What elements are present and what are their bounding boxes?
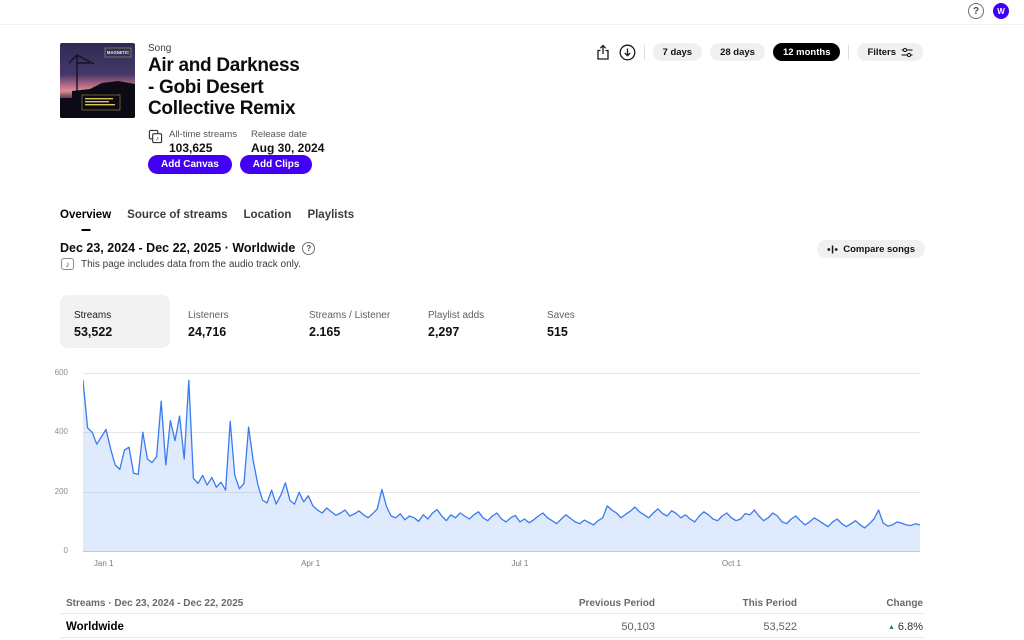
gridline-200 <box>83 491 920 493</box>
stat-label: Listeners <box>188 310 229 321</box>
compare-icon <box>827 245 838 253</box>
table-header-streams-period: Streams · Dec 23, 2024 - Dec 22, 2025 <box>66 598 244 609</box>
range-pill-28days[interactable]: 28 days <box>710 43 765 61</box>
range-pill-12months[interactable]: 12 months <box>772 43 841 61</box>
stat-card-saves[interactable]: Saves 515 <box>533 295 643 348</box>
stat-label: Saves <box>547 310 575 321</box>
chart-x-axis-labels: Jan 1 Apr 1 Jul 1 Oct 1 <box>83 559 920 571</box>
change-up-icon: ▲ <box>887 623 895 631</box>
stat-label: Streams / Listener <box>309 310 391 321</box>
x-tick-label: Jan 1 <box>93 559 114 568</box>
song-title: Air and Darkness - Gobi Desert Collectiv… <box>148 55 368 120</box>
gridline-400 <box>83 432 920 434</box>
chart-area-fill <box>83 380 920 551</box>
filters-button[interactable]: Filters <box>857 43 923 61</box>
compare-songs-label: Compare songs <box>843 243 915 255</box>
help-icon[interactable]: ? <box>968 3 984 19</box>
song-kicker: Song <box>148 43 172 54</box>
stat-value: 2.165 <box>309 325 341 339</box>
toolbar-divider <box>643 44 645 60</box>
y-tick-label: 200 <box>54 486 68 496</box>
table-header-this-period: This Period <box>742 598 797 609</box>
stat-label: Playlist adds <box>428 310 485 321</box>
table-header-previous-period: Previous Period <box>578 598 655 609</box>
add-canvas-button[interactable]: Add Canvas <box>148 155 232 174</box>
release-date-block: Release date Aug 30, 2024 <box>251 129 324 155</box>
filters-label: Filters <box>867 46 896 58</box>
table-cell-current: 53,522 <box>763 621 797 633</box>
stat-value: 53,522 <box>74 325 113 339</box>
section-tabs: Overview Source of streams Location Play… <box>60 209 354 231</box>
change-value: 6.8% <box>897 621 923 633</box>
alltime-streams-block: ♪ All-time streams 103,625 <box>148 129 237 155</box>
stat-label: Streams <box>74 310 112 321</box>
crane-silhouette <box>68 54 95 93</box>
song-title-line: Collective Remix <box>148 98 296 119</box>
period-help-icon[interactable]: ? <box>302 241 316 255</box>
user-avatar[interactable]: W <box>993 3 1009 19</box>
release-date-label: Release date <box>251 129 307 140</box>
y-tick-label: 600 <box>54 368 68 377</box>
tab-playlists[interactable]: Playlists <box>307 209 354 231</box>
audio-track-note: This page includes data from the audio t… <box>81 258 301 270</box>
tab-location[interactable]: Location <box>244 209 292 231</box>
tab-overview[interactable]: Overview <box>60 209 111 231</box>
toolbar-divider <box>848 44 850 60</box>
chart-line <box>83 379 920 529</box>
top-bar: ? W <box>0 0 1024 25</box>
stat-value: 2,297 <box>428 325 460 339</box>
add-clips-button[interactable]: Add Clips <box>239 155 313 174</box>
art-magnetic-label: MAGNETIC <box>107 50 129 55</box>
stat-card-listeners[interactable]: Listeners 24,716 <box>174 295 284 348</box>
x-tick-label: Apr 1 <box>301 559 321 568</box>
alltime-streams-label: All-time streams <box>169 129 238 140</box>
x-tick-label: Oct 1 <box>721 559 741 568</box>
table-cell-change: ▲ 6.8% <box>888 621 923 633</box>
chart-y-axis-labels: 0 200 400 600 <box>40 368 72 555</box>
alltime-streams-value: 103,625 <box>169 141 213 155</box>
period-heading: Dec 23, 2024 - Dec 22, 2025 · Worldwide <box>60 241 296 255</box>
download-button[interactable] <box>619 44 636 61</box>
stat-card-streams-per-listener[interactable]: Streams / Listener 2.165 <box>295 295 415 348</box>
song-title-line: - Gobi Desert <box>148 76 264 98</box>
stat-card-streams[interactable]: Streams 53,522 <box>60 295 170 348</box>
share-icon <box>596 44 609 60</box>
table-cell-previous: 50,103 <box>621 621 655 633</box>
stat-value: 24,716 <box>188 325 227 339</box>
y-tick-label: 400 <box>54 427 68 437</box>
table-divider <box>60 613 925 614</box>
svg-text:♪: ♪ <box>155 136 158 143</box>
stat-value: 515 <box>547 325 568 339</box>
table-header-change: Change <box>886 598 923 609</box>
filters-sliders-icon <box>901 47 913 57</box>
range-toolbar: 7 days 28 days 12 months Filters <box>595 43 923 61</box>
streams-line-chart <box>83 373 920 552</box>
gridline-600 <box>83 373 920 374</box>
table-divider <box>60 637 925 638</box>
release-date-value: Aug 30, 2024 <box>251 141 325 155</box>
gridline-0 <box>83 551 920 552</box>
tab-source-of-streams[interactable]: Source of streams <box>127 209 227 231</box>
download-icon <box>619 44 635 60</box>
stat-card-playlist-adds[interactable]: Playlist adds 2,297 <box>414 295 524 348</box>
streams-icon: ♪ <box>148 129 163 144</box>
range-pill-7days[interactable]: 7 days <box>652 43 703 61</box>
share-button[interactable] <box>595 44 611 61</box>
table-row-worldwide: Worldwide <box>66 621 124 633</box>
art-credit-lines <box>85 98 115 106</box>
x-tick-label: Jul 1 <box>511 559 529 568</box>
compare-songs-button[interactable]: Compare songs <box>817 240 925 258</box>
album-art: MAGNETIC <box>60 43 135 118</box>
y-tick-label: 0 <box>63 546 68 555</box>
audio-track-icon: ♪ <box>61 258 74 270</box>
song-title-line: Air and Darkness <box>148 55 300 76</box>
